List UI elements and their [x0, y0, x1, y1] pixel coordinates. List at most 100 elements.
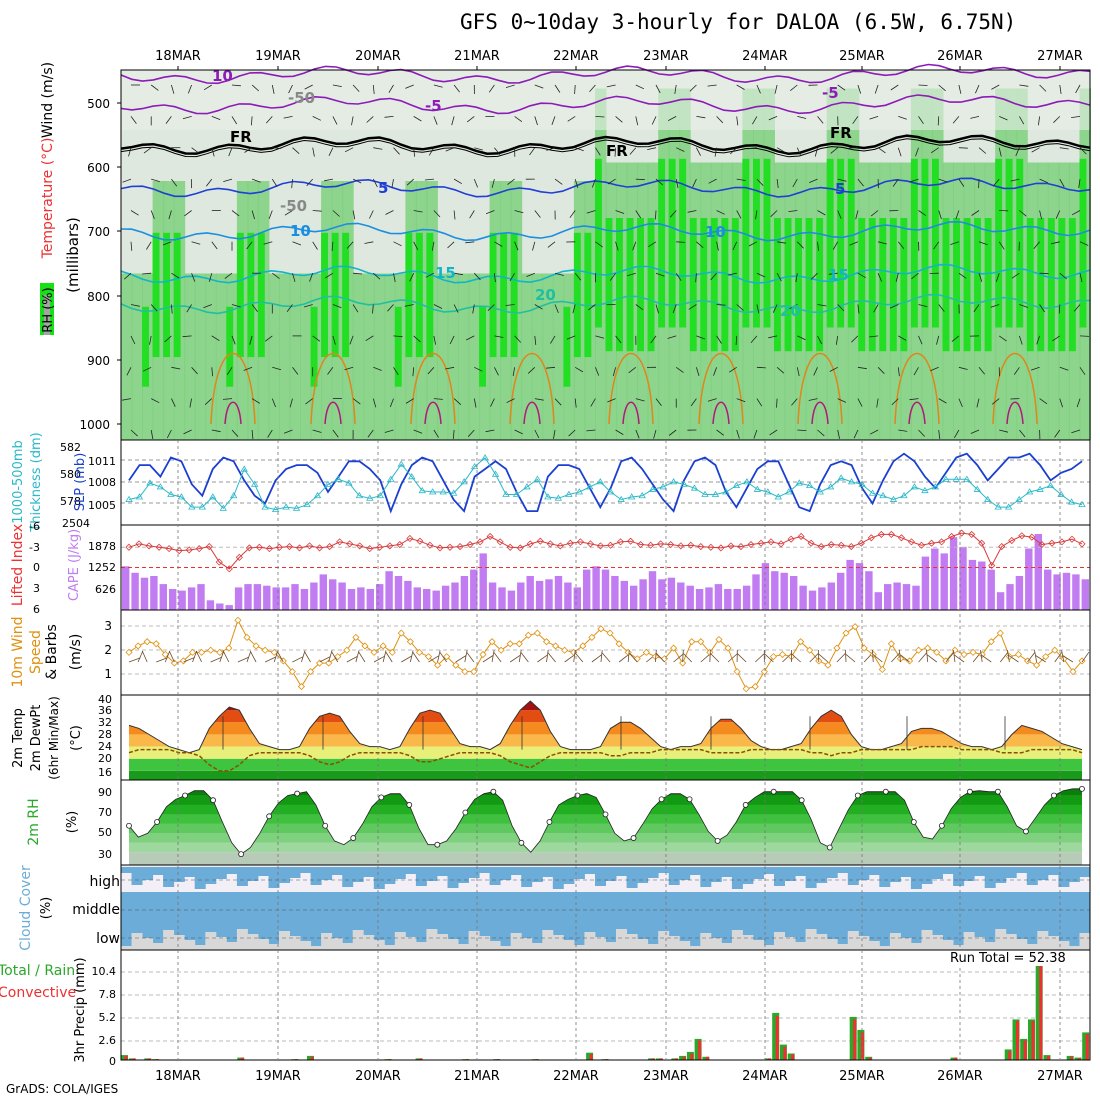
lifted-index-point: [486, 532, 494, 541]
cloud-low-bar: [1058, 941, 1070, 950]
contour-minus5: [120, 94, 1091, 115]
cape-bar: [837, 572, 845, 610]
wind-barb-10m: [385, 651, 393, 663]
wind-barb: [707, 398, 717, 402]
wind-barb: [351, 116, 354, 126]
cloud-low-bar: [458, 944, 469, 950]
wind-barb: [369, 210, 374, 219]
thickness-point: [502, 490, 510, 497]
wind-barb: [546, 147, 556, 151]
cape-bar: [695, 589, 704, 610]
cloud-high-bar: [805, 867, 817, 888]
wind-barb: [635, 304, 644, 311]
wind-barb: [795, 273, 798, 283]
wind-barb: [796, 147, 802, 157]
cloud-high-bar: [1079, 867, 1091, 877]
cloud-high-bar: [689, 867, 701, 875]
cloud-high-bar: [1005, 867, 1017, 878]
wind-barb: [271, 178, 278, 187]
wind-barb: [1039, 84, 1047, 92]
wind-barb: [554, 178, 563, 185]
wind-barb: [494, 367, 499, 376]
thickness-point: [690, 484, 699, 491]
thickness-axis-label: 1000-500mb: [11, 440, 26, 524]
wind-barb-10m: [164, 650, 171, 663]
cape-bar: [799, 585, 807, 610]
cloud-low-bar: [289, 936, 301, 950]
rh-upper-dry: [121, 70, 1090, 130]
wind-barb: [756, 398, 763, 407]
wind-barb-10m: [980, 650, 983, 663]
lifted-index-point: [616, 538, 625, 546]
lifted-index-point: [1038, 540, 1046, 549]
cloud-low-bar: [847, 931, 859, 950]
wind-barb: [453, 84, 460, 93]
wind-barb: [332, 429, 339, 438]
cloud-low-bar: [658, 931, 670, 950]
wind-barb-10m: [358, 651, 366, 663]
wind-barb: [472, 304, 475, 314]
wind-barb: [171, 366, 181, 370]
wind-barb: [675, 366, 684, 373]
wind-barb: [586, 429, 596, 432]
thickness-point: [135, 493, 144, 500]
cloud-high-bar: [184, 867, 196, 877]
rh-band: [121, 273, 133, 440]
wind-barb: [788, 210, 798, 212]
rh-point: [686, 796, 693, 803]
wind-barb: [612, 367, 616, 377]
cape-bar: [131, 572, 139, 610]
temp-tick-label: 16: [98, 766, 112, 779]
rh-band-moist: [689, 218, 697, 352]
wind-barb: [312, 210, 322, 212]
cape-top-tick: 2504: [62, 517, 90, 530]
wind-barb: [433, 116, 438, 125]
wind-barb: [204, 398, 213, 405]
thickness-point: [366, 494, 374, 501]
wind-speed-point: [461, 668, 469, 676]
wind-barb-10m: [981, 654, 992, 663]
wind-barb-10m: [945, 652, 954, 663]
wind-barb: [973, 304, 980, 313]
cape-bar: [949, 537, 958, 610]
thickness-point: [428, 488, 437, 495]
wind-barb-10m: [246, 650, 252, 663]
wind-barb: [1059, 147, 1069, 150]
wind-speed-point: [424, 653, 433, 661]
wind-barb-10m: [1035, 655, 1046, 663]
rh-tick-label: 30: [98, 848, 112, 861]
rh-point: [1079, 785, 1085, 792]
wind-barb: [272, 366, 282, 371]
wind-barb: [474, 272, 481, 281]
wind-speed-point: [261, 646, 269, 654]
wind-barb: [954, 429, 960, 438]
lifted-index-point: [968, 530, 976, 538]
wind-barb: [283, 116, 293, 119]
cape-bar: [968, 559, 977, 610]
wind-barb-10m: [1061, 650, 1065, 663]
cloud-low-bar: [352, 930, 364, 950]
day-label-top: 26MAR: [937, 49, 983, 64]
wind-barb: [251, 304, 258, 312]
wind-barb: [674, 84, 677, 94]
cloud-high-bar: [352, 867, 364, 882]
lifted-index-point: [326, 543, 334, 551]
wind-barb-10m: [493, 652, 502, 663]
contour-label: 10: [705, 223, 726, 241]
wind-barb: [797, 335, 806, 341]
cape-bar: [385, 571, 393, 610]
wind-barb-10m: [891, 652, 900, 663]
wind-barb: [993, 178, 1000, 187]
cloud-low-bar: [1068, 946, 1080, 950]
cape-bar: [827, 582, 835, 610]
cape-bar: [884, 584, 892, 610]
cloud-low-bar: [500, 946, 512, 950]
wind-barb-10m: [168, 650, 175, 663]
wind-barb: [586, 210, 596, 214]
cape-bar: [742, 585, 751, 610]
lifted-index-axis-label: Lifted Index: [10, 524, 26, 606]
li-tick-label: 0: [33, 561, 40, 574]
wind-barb: [566, 335, 576, 340]
rh-point: [518, 839, 525, 846]
cloud-high-bar: [963, 867, 975, 881]
